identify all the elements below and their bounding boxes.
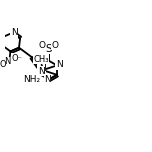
- Text: N: N: [39, 64, 46, 73]
- Text: N: N: [38, 67, 45, 76]
- Text: N: N: [56, 60, 63, 69]
- Text: N⁺: N⁺: [4, 57, 15, 66]
- Text: N: N: [11, 28, 17, 37]
- Text: O: O: [0, 60, 6, 69]
- Text: NH₂: NH₂: [23, 75, 40, 85]
- Text: S: S: [46, 44, 52, 54]
- Text: CH₃: CH₃: [33, 55, 49, 64]
- Text: O: O: [39, 41, 46, 50]
- Text: N: N: [37, 61, 44, 70]
- Text: N: N: [44, 75, 51, 84]
- Text: O: O: [52, 41, 59, 50]
- Text: O⁻: O⁻: [11, 54, 22, 63]
